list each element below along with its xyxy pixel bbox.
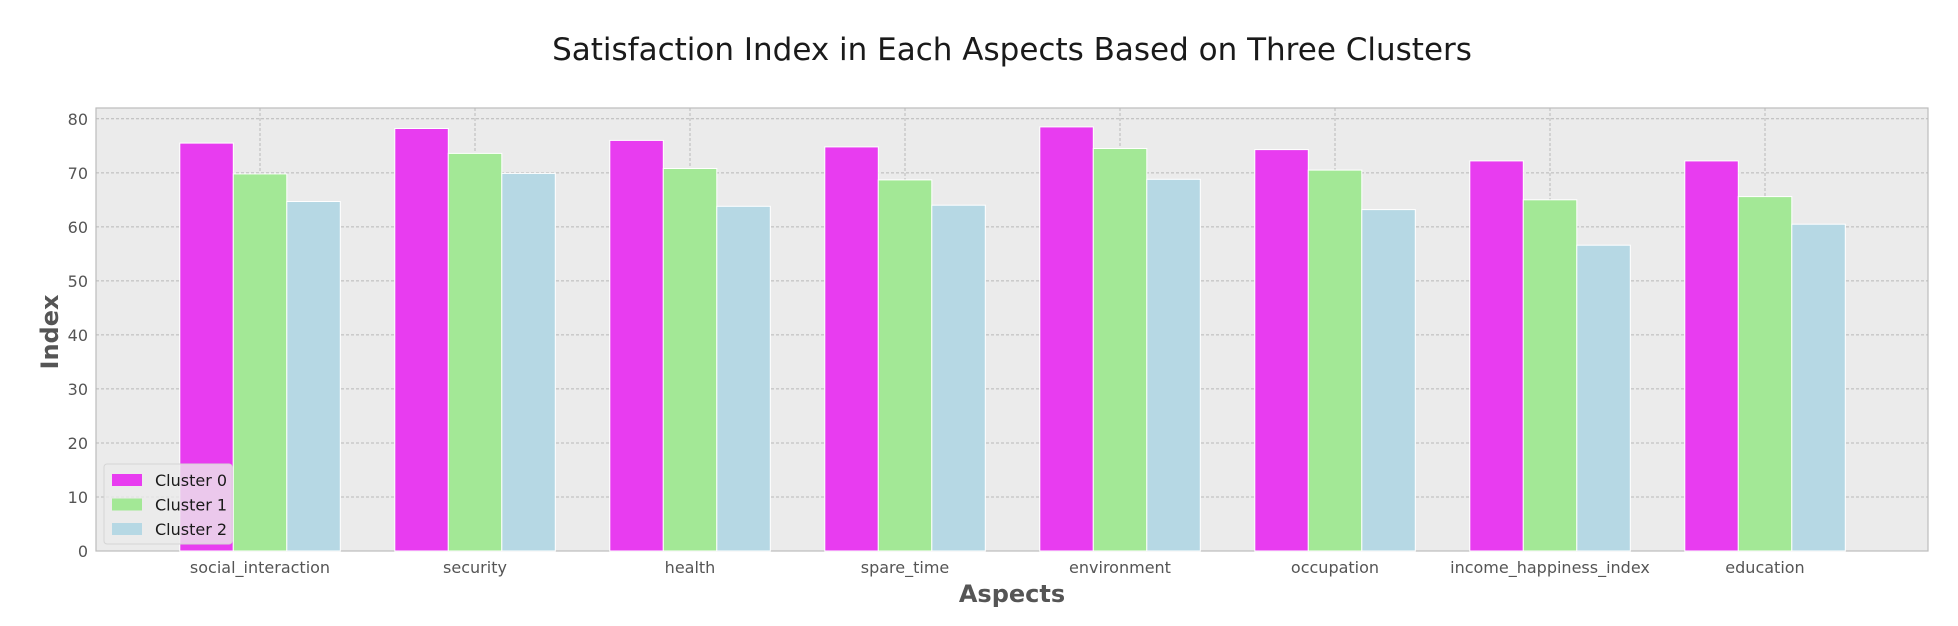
x-tick-label: income_happiness_index	[1450, 558, 1650, 578]
bar-cluster-2-education	[1791, 223, 1846, 552]
y-tick-label: 80	[68, 110, 88, 129]
x-axis-label: Aspects	[959, 580, 1065, 608]
y-tick-label: 30	[68, 380, 88, 399]
chart-title: Satisfaction Index in Each Aspects Based…	[552, 32, 1472, 68]
y-tick-label: 70	[68, 164, 88, 183]
bar-cluster-0-health	[609, 139, 664, 552]
legend-swatch	[112, 523, 142, 535]
legend-label: Cluster 0	[155, 471, 227, 490]
x-tick-label: occupation	[1291, 558, 1379, 577]
y-axis-ticks: 0 10 20 30 40 50 60 70 80	[68, 110, 88, 561]
bar-cluster-1-income-happiness-index	[1522, 199, 1578, 552]
y-tick-label: 40	[68, 326, 88, 345]
bar-cluster-0-income-happiness-index	[1469, 160, 1524, 552]
bar-cluster-2-income-happiness-index	[1576, 244, 1631, 552]
legend: Cluster 0 Cluster 1 Cluster 2	[103, 463, 233, 545]
y-tick-label: 60	[68, 218, 88, 237]
bar-cluster-2-health	[716, 205, 771, 552]
bar-cluster-1-health	[662, 168, 718, 552]
bar-cluster-2-social-interaction	[286, 201, 341, 552]
bar-cluster-0-occupation	[1254, 149, 1309, 552]
plot-area	[95, 107, 1929, 552]
y-tick-label: 0	[78, 542, 88, 561]
x-tick-label: education	[1725, 558, 1804, 577]
bar-cluster-0-spare-time	[824, 146, 879, 552]
bar-cluster-2-occupation	[1361, 209, 1416, 552]
bar-cluster-1-social-interaction	[232, 173, 288, 552]
legend-label: Cluster 2	[155, 520, 227, 539]
bar-cluster-1-spare-time	[877, 179, 933, 552]
bar-cluster-0-environment	[1039, 126, 1094, 552]
bar-cluster-1-education	[1737, 196, 1793, 552]
y-tick-label: 10	[68, 488, 88, 507]
x-tick-label: social_interaction	[190, 558, 330, 578]
bar-cluster-1-security	[447, 152, 503, 552]
bar-cluster-1-occupation	[1307, 169, 1363, 552]
y-tick-label: 50	[68, 272, 88, 291]
bar-cluster-2-spare-time	[931, 204, 986, 552]
legend-label: Cluster 1	[155, 496, 227, 515]
y-axis-label: Index	[36, 294, 64, 369]
bar-cluster-1-environment	[1092, 148, 1148, 552]
x-tick-label: health	[665, 558, 716, 577]
x-tick-label: spare_time	[861, 558, 950, 578]
legend-swatch	[112, 474, 142, 486]
legend-swatch	[112, 498, 142, 511]
x-tick-label: security	[443, 558, 507, 577]
bar-cluster-2-environment	[1146, 178, 1201, 552]
x-axis-ticks: social_interaction security health spare_ti…	[190, 558, 1805, 578]
bar-cluster-0-security	[394, 128, 449, 552]
y-tick-label: 20	[68, 434, 88, 453]
bar-cluster-0-education	[1684, 160, 1739, 552]
bar-cluster-2-security	[501, 172, 556, 552]
x-tick-label: environment	[1069, 558, 1171, 577]
